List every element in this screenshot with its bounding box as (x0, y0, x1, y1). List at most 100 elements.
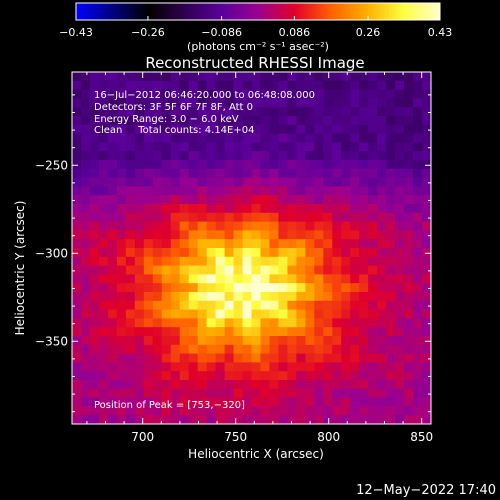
heatmap-cell (80, 230, 91, 240)
heatmap-cell (72, 292, 82, 302)
heatmap-cell (413, 151, 423, 161)
heatmap-cell (224, 186, 235, 196)
heatmap-cell (368, 89, 378, 99)
heatmap-cell (251, 256, 262, 267)
heatmap-cell (413, 177, 423, 187)
heatmap-cell (350, 274, 360, 284)
heatmap-cell (98, 274, 109, 284)
heatmap-cell (341, 124, 351, 135)
heatmap-cell (404, 300, 414, 311)
heatmap-cell (305, 239, 315, 249)
heatmap-cell (197, 212, 208, 223)
heatmap-cell (179, 274, 190, 284)
heatmap-cell (134, 160, 145, 170)
heatmap-cell (188, 160, 199, 170)
heatmap-cell (341, 415, 351, 424)
heatmap-cell (269, 415, 280, 424)
heatmap-cell (98, 186, 109, 196)
heatmap-cell (377, 248, 387, 258)
heatmap-cell (314, 72, 324, 82)
heatmap-cell (107, 371, 118, 381)
heatmap-cell (251, 362, 262, 372)
heatmap-cell (323, 186, 333, 196)
heatmap-cell (161, 124, 172, 135)
heatmap-cell (287, 160, 297, 170)
heatmap-cell (296, 380, 306, 390)
heatmap-cell (323, 142, 333, 152)
heatmap-cell (269, 283, 280, 293)
heatmap-cell (80, 248, 91, 258)
heatmap-cell (404, 107, 414, 117)
heatmap-cell (341, 177, 351, 187)
heatmap-cell (323, 151, 333, 161)
heatmap-cell (224, 107, 235, 117)
heatmap-cell (404, 133, 414, 143)
heatmap-cell (395, 195, 405, 205)
heatmap-cell (341, 168, 351, 179)
heatmap-cell (395, 362, 405, 372)
heatmap-cell (305, 362, 315, 372)
heatmap-cell (206, 362, 217, 372)
heatmap-cell (134, 239, 145, 249)
heatmap-cell (296, 107, 306, 117)
heatmap-cell (224, 195, 235, 205)
heatmap-cell (359, 415, 369, 424)
heatmap-cell (116, 98, 127, 108)
heatmap-cell (224, 230, 235, 240)
heatmap-cell (170, 221, 181, 231)
heatmap-cell (323, 72, 333, 82)
heatmap-cell (305, 371, 315, 381)
heatmap-cell (422, 397, 431, 407)
heatmap-cell (341, 160, 351, 170)
heatmap-cell (134, 133, 145, 143)
heatmap-cell (404, 116, 414, 126)
heatmap-cell (80, 133, 91, 143)
heatmap-cell (395, 292, 405, 302)
heatmap-cell (170, 300, 181, 311)
heatmap-cell (98, 160, 109, 170)
heatmap-cell (125, 380, 136, 390)
heatmap-cell (350, 80, 360, 91)
heatmap-cell (170, 397, 181, 407)
heatmap-cell (170, 362, 181, 372)
heatmap-cell (215, 353, 226, 363)
heatmap-cell (80, 160, 91, 170)
heatmap-cell (215, 327, 226, 337)
heatmap-cell (341, 195, 351, 205)
heatmap-cell (269, 397, 280, 407)
heatmap-cell (80, 415, 91, 424)
heatmap-cell (368, 309, 378, 319)
heatmap-cell (323, 415, 333, 424)
heatmap-cell (260, 72, 271, 82)
heatmap-cell (143, 89, 154, 99)
heatmap-cell (179, 151, 190, 161)
heatmap-cell (72, 344, 82, 355)
heatmap-cell (89, 168, 100, 179)
heatmap-cell (350, 204, 360, 214)
heatmap-cell (359, 265, 369, 275)
heatmap-cell (296, 415, 306, 424)
heatmap-cell (107, 204, 118, 214)
heatmap-cell (161, 230, 172, 240)
heatmap-cell (404, 248, 414, 258)
heatmap-cell (395, 151, 405, 161)
heatmap-cell (296, 283, 306, 293)
heatmap-cell (269, 168, 280, 179)
heatmap-cell (143, 212, 154, 223)
heatmap-cell (332, 142, 342, 152)
heatmap-cell (242, 388, 253, 399)
heatmap-cell (98, 388, 109, 399)
heatmap-cell (107, 274, 118, 284)
heatmap-cell (161, 142, 172, 152)
heatmap-cell (269, 380, 280, 390)
heatmap-cell (422, 204, 431, 214)
heatmap-cell (188, 248, 199, 258)
heatmap-cell (170, 186, 181, 196)
heatmap-cell (260, 318, 271, 328)
heatmap-cell (287, 388, 297, 399)
heatmap-cell (251, 344, 262, 355)
heatmap-cell (107, 124, 118, 135)
heatmap-cell (152, 116, 163, 126)
heatmap-cell (287, 265, 297, 275)
heatmap-cell (404, 239, 414, 249)
